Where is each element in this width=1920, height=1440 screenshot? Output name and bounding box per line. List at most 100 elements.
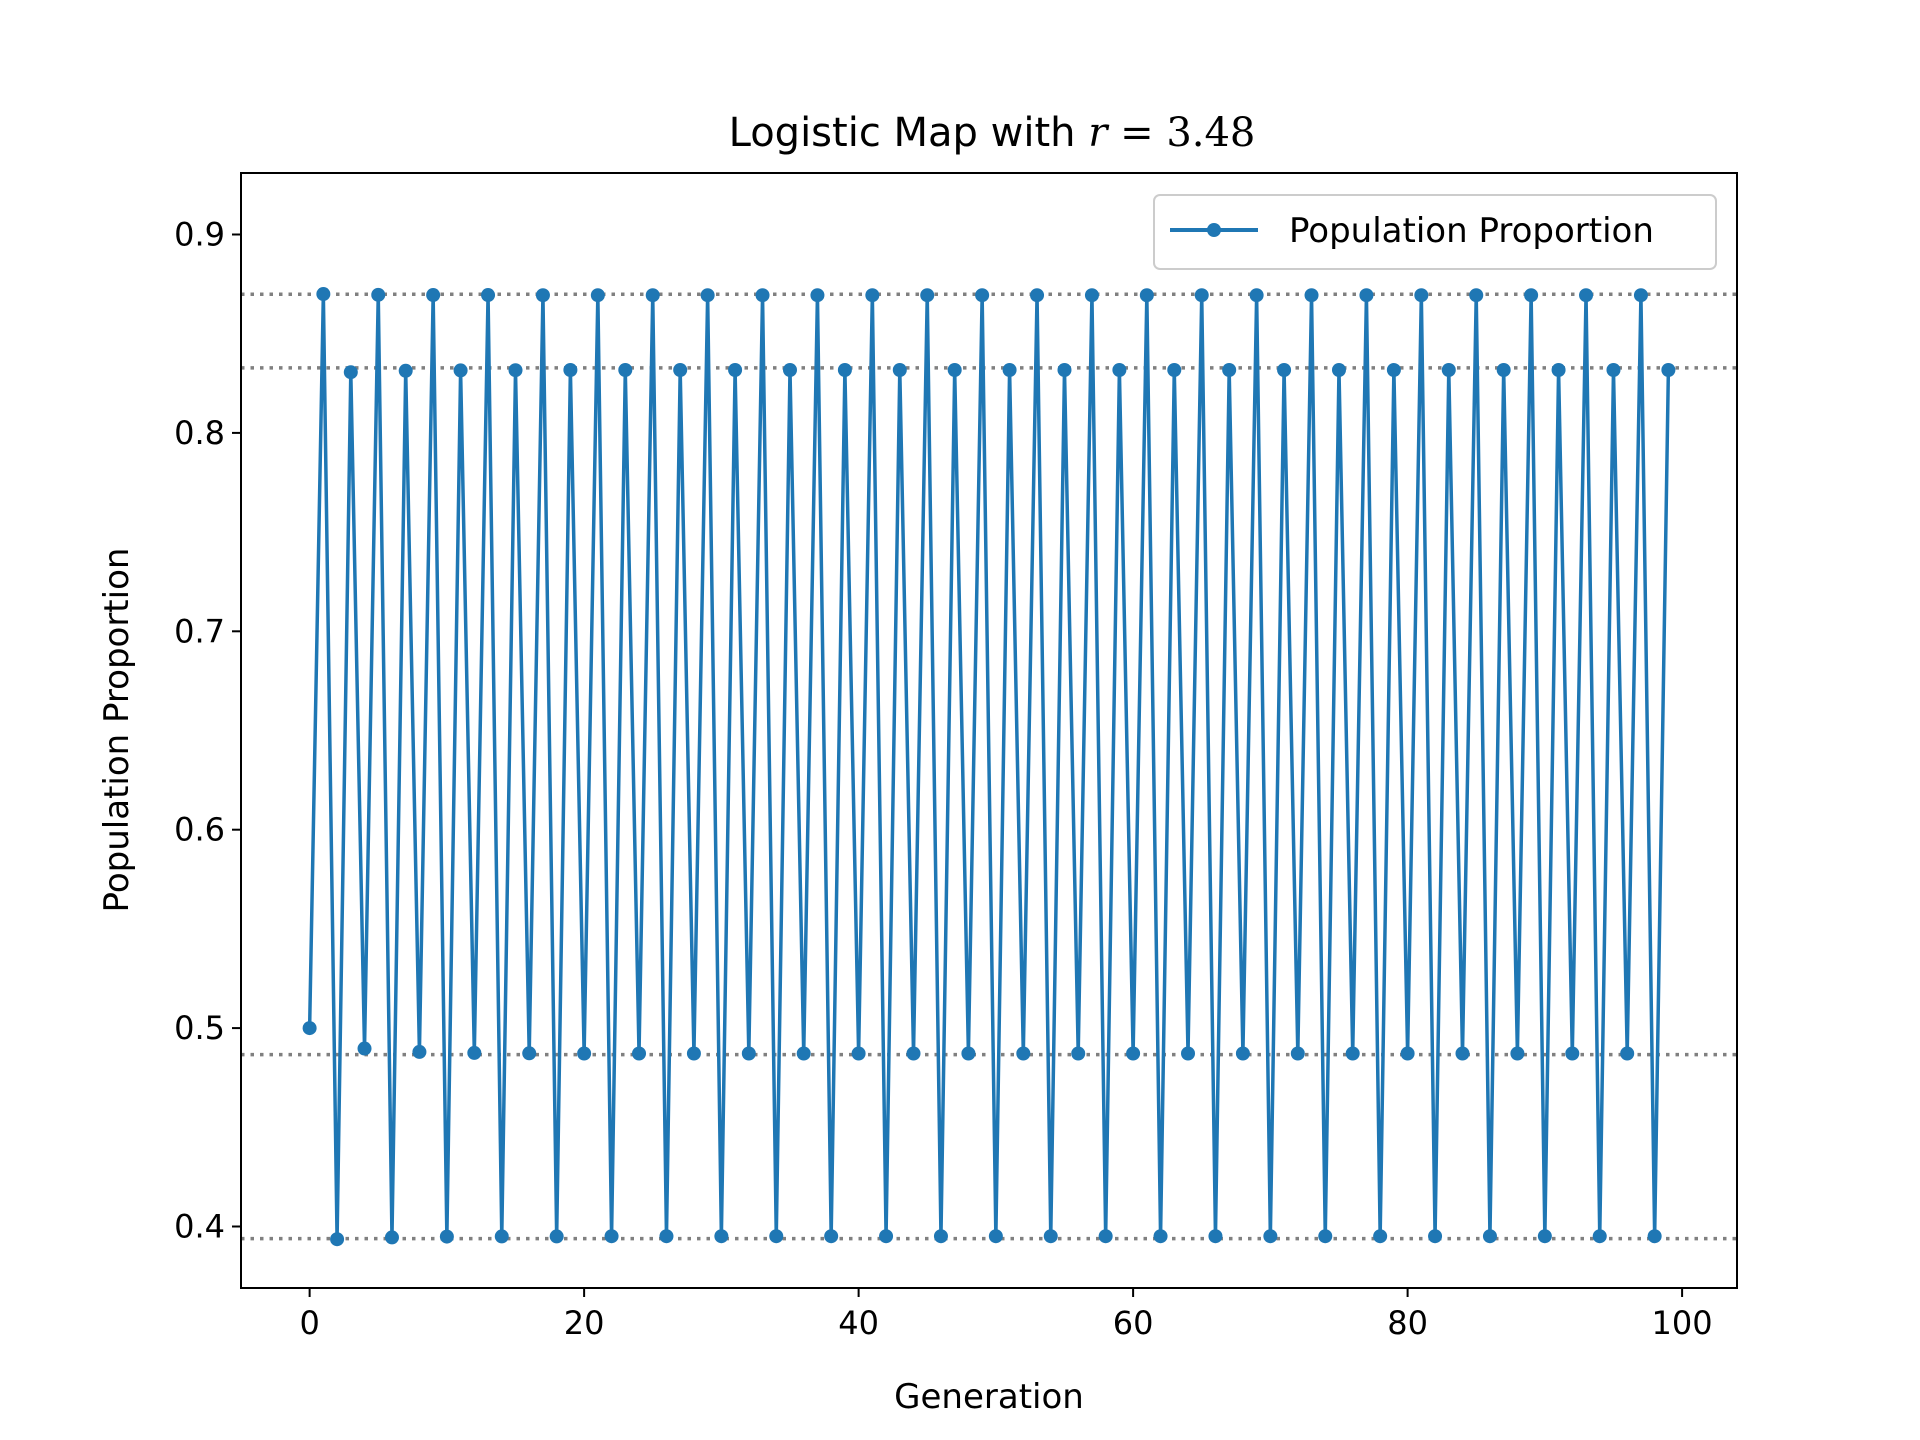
data-point xyxy=(1510,1046,1525,1061)
data-point xyxy=(659,1229,674,1244)
data-point xyxy=(975,288,990,303)
data-point xyxy=(796,1046,811,1061)
data-point xyxy=(604,1229,619,1244)
x-axis-label: Generation xyxy=(894,1377,1084,1417)
data-point xyxy=(316,287,331,302)
data-point xyxy=(357,1041,372,1056)
data-point xyxy=(1400,1046,1415,1061)
data-point xyxy=(1222,363,1237,378)
legend-label: Population Proportion xyxy=(1289,211,1654,251)
data-point xyxy=(1153,1229,1168,1244)
x-tick-label: 80 xyxy=(1387,1304,1428,1342)
data-point xyxy=(1194,288,1209,303)
data-point xyxy=(686,1046,701,1061)
data-point xyxy=(1565,1046,1580,1061)
data-point xyxy=(947,363,962,378)
data-point xyxy=(1304,288,1319,303)
series-line-group xyxy=(307,292,1671,1241)
data-point xyxy=(494,1229,509,1244)
x-axis-ticks: 0 20 40 60 80 100 xyxy=(299,1288,1713,1342)
data-point xyxy=(714,1229,729,1244)
plot-area-frame xyxy=(240,172,1738,1289)
legend: Population Proportion xyxy=(1153,194,1717,270)
data-point xyxy=(988,1229,1003,1244)
data-point xyxy=(837,363,852,378)
data-point xyxy=(1331,363,1346,378)
data-point xyxy=(1263,1229,1278,1244)
data-point xyxy=(1208,1229,1223,1244)
data-point xyxy=(755,288,770,303)
data-point xyxy=(673,363,688,378)
data-point xyxy=(1139,288,1154,303)
data-point xyxy=(1318,1229,1333,1244)
data-point xyxy=(1428,1229,1443,1244)
data-point xyxy=(330,1232,345,1247)
data-point xyxy=(632,1046,647,1061)
chart-title-operator: = xyxy=(1107,110,1166,156)
data-point xyxy=(1016,1046,1031,1061)
legend-swatch-marker xyxy=(1207,223,1221,237)
data-point xyxy=(645,288,660,303)
data-point xyxy=(1592,1229,1607,1244)
y-axis-label: Population Proportion xyxy=(97,548,137,913)
y-tick-label: 0.4 xyxy=(174,1207,225,1245)
data-point xyxy=(1249,288,1264,303)
data-point xyxy=(892,363,907,378)
x-tick-label: 20 xyxy=(564,1304,605,1342)
data-point xyxy=(508,363,523,378)
data-point xyxy=(453,363,468,378)
data-point xyxy=(1524,288,1539,303)
chart-title: Logistic Map with r = 3.48 xyxy=(729,110,1256,156)
data-point xyxy=(1551,363,1566,378)
data-point xyxy=(1647,1229,1662,1244)
data-point xyxy=(1633,288,1648,303)
data-point xyxy=(769,1229,784,1244)
data-point xyxy=(1482,1229,1497,1244)
chart-title-variable: r xyxy=(1088,110,1110,156)
data-point xyxy=(879,1229,894,1244)
data-point xyxy=(1496,363,1511,378)
data-point xyxy=(398,363,413,378)
data-point xyxy=(1386,363,1401,378)
series-line xyxy=(307,292,1671,1241)
data-point xyxy=(1373,1229,1388,1244)
data-point xyxy=(1277,363,1292,378)
y-tick-label: 0.6 xyxy=(174,811,225,849)
data-point xyxy=(810,288,825,303)
data-point xyxy=(1620,1046,1635,1061)
data-point xyxy=(563,363,578,378)
data-point xyxy=(618,363,633,378)
data-point xyxy=(577,1046,592,1061)
data-point xyxy=(467,1045,482,1060)
series-points-group xyxy=(302,287,1676,1247)
data-point xyxy=(590,288,605,303)
data-point xyxy=(1606,363,1621,378)
data-point xyxy=(1661,363,1676,378)
data-point xyxy=(481,288,496,303)
data-point xyxy=(865,288,880,303)
x-tick-label: 40 xyxy=(838,1304,879,1342)
data-point xyxy=(1112,363,1127,378)
data-point xyxy=(1167,363,1182,378)
data-point xyxy=(522,1046,537,1061)
data-point xyxy=(1537,1229,1552,1244)
data-point xyxy=(384,1230,399,1245)
data-point xyxy=(1084,288,1099,303)
chart-title-prefix: Logistic Map with xyxy=(729,110,1089,156)
y-tick-label: 0.7 xyxy=(174,612,225,650)
data-point xyxy=(1455,1046,1470,1061)
data-point xyxy=(1181,1046,1196,1061)
data-point xyxy=(1235,1046,1250,1061)
data-point xyxy=(1057,363,1072,378)
data-point xyxy=(1441,363,1456,378)
legend-box xyxy=(1153,194,1717,270)
data-point xyxy=(426,288,441,303)
data-point xyxy=(741,1046,756,1061)
data-point xyxy=(1043,1229,1058,1244)
data-point xyxy=(343,365,358,380)
x-tick-label: 60 xyxy=(1113,1304,1154,1342)
data-point xyxy=(412,1044,427,1059)
data-point xyxy=(851,1046,866,1061)
y-tick-label: 0.5 xyxy=(174,1009,225,1047)
data-point xyxy=(1030,288,1045,303)
